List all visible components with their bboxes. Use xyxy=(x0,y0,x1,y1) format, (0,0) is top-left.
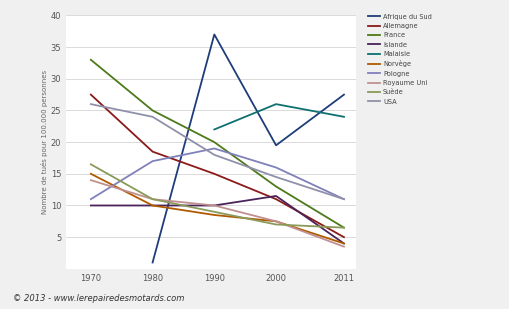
Legend: Afrique du Sud, Allemagne, France, Islande, Malaisie, Norvège, Pologne, Royaume : Afrique du Sud, Allemagne, France, Islan… xyxy=(369,14,432,105)
France xyxy=(341,226,347,230)
USA xyxy=(273,175,279,179)
France xyxy=(211,140,217,144)
Allemagne xyxy=(273,197,279,201)
Y-axis label: Nombre de tués pour 100.000 personnes: Nombre de tués pour 100.000 personnes xyxy=(41,70,48,214)
Suède xyxy=(211,210,217,214)
Islande xyxy=(211,204,217,207)
Allemagne xyxy=(211,172,217,176)
Line: Suède: Suède xyxy=(91,164,344,228)
Line: Pologne: Pologne xyxy=(91,148,344,199)
USA xyxy=(150,115,156,119)
Royaume Uni xyxy=(273,219,279,223)
Islande xyxy=(341,242,347,245)
France xyxy=(150,108,156,112)
Royaume Uni xyxy=(88,178,94,182)
Text: © 2013 - www.lerepairedesmotards.com: © 2013 - www.lerepairedesmotards.com xyxy=(13,294,184,303)
Norvège xyxy=(88,172,94,176)
Line: Afrique du Sud: Afrique du Sud xyxy=(153,34,344,263)
Islande xyxy=(88,204,94,207)
Line: France: France xyxy=(91,60,344,228)
Norvège xyxy=(211,213,217,217)
Pologne xyxy=(273,166,279,169)
Pologne xyxy=(88,197,94,201)
Suède xyxy=(273,222,279,226)
Afrique du Sud xyxy=(211,32,217,36)
Afrique du Sud xyxy=(341,93,347,96)
Line: Islande: Islande xyxy=(91,196,344,243)
USA xyxy=(88,102,94,106)
Pologne xyxy=(150,159,156,163)
Line: Royaume Uni: Royaume Uni xyxy=(91,180,344,247)
Suède xyxy=(341,226,347,230)
Pologne xyxy=(341,197,347,201)
Pologne xyxy=(211,146,217,150)
Line: Norvège: Norvège xyxy=(91,174,344,243)
Line: Allemagne: Allemagne xyxy=(91,95,344,237)
Norvège xyxy=(273,219,279,223)
Line: Malaisie: Malaisie xyxy=(214,104,344,129)
Malaisie xyxy=(273,102,279,106)
Afrique du Sud xyxy=(273,143,279,147)
Norvège xyxy=(150,204,156,207)
France xyxy=(88,58,94,61)
USA xyxy=(341,197,347,201)
Line: USA: USA xyxy=(91,104,344,199)
Allemagne xyxy=(150,150,156,154)
Suède xyxy=(88,163,94,166)
Afrique du Sud xyxy=(150,261,156,265)
USA xyxy=(211,153,217,157)
Allemagne xyxy=(88,93,94,96)
Islande xyxy=(150,204,156,207)
Allemagne xyxy=(341,235,347,239)
Malaisie xyxy=(341,115,347,119)
Royaume Uni xyxy=(211,204,217,207)
Norvège xyxy=(341,242,347,245)
Royaume Uni xyxy=(341,245,347,248)
France xyxy=(273,184,279,188)
Royaume Uni xyxy=(150,197,156,201)
Suède xyxy=(150,197,156,201)
Islande xyxy=(273,194,279,198)
Malaisie xyxy=(211,128,217,131)
